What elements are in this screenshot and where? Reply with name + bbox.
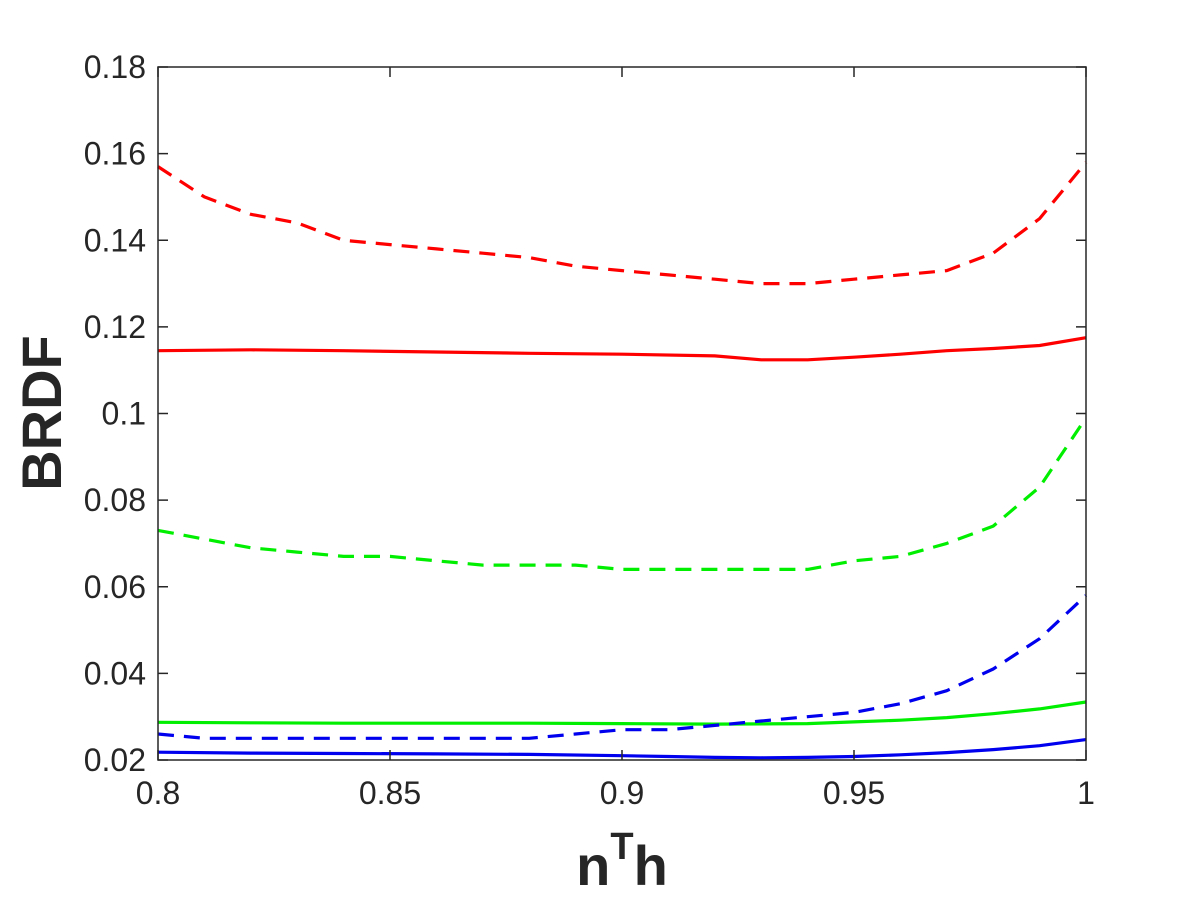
x-axis-title-superscript: T — [610, 826, 633, 868]
y-tick-label: 0.06 — [84, 569, 146, 605]
y-tick-label: 0.1 — [102, 396, 146, 432]
tick-layer: 0.8 0.85 0.9 0.95 1 0.02 0.04 0.06 0.08 0.1 0.12 0.… — [84, 49, 1095, 811]
x-axis-title-tail: h — [634, 834, 668, 897]
y-tick-label: 0.04 — [84, 655, 146, 691]
x-axis-title-base: n — [576, 834, 610, 897]
y-tick-label: 0.16 — [84, 136, 146, 172]
series-line-1-dashed — [157, 161, 1088, 286]
x-tick-label: 0.85 — [359, 775, 421, 811]
y-tick-label: 0.18 — [84, 49, 146, 85]
x-tick-label: 0.95 — [823, 775, 885, 811]
y-tick-label: 0.08 — [84, 482, 146, 518]
series-line-4-solid — [157, 700, 1087, 726]
x-axis-title: nTh — [576, 826, 668, 897]
y-tick-label: 0.02 — [84, 742, 146, 778]
y-axis-title: BRDF — [10, 335, 73, 491]
series-line-3-dashed — [157, 416, 1088, 572]
series-line-2-solid — [157, 336, 1087, 362]
x-tick-label: 0.9 — [600, 775, 644, 811]
y-tick-label: 0.14 — [84, 222, 146, 258]
series-layer — [157, 161, 1088, 760]
y-tick-label: 0.12 — [84, 309, 146, 345]
x-tick-label: 1 — [1077, 775, 1095, 811]
x-tick-label: 0.8 — [136, 775, 180, 811]
plot-frame — [157, 66, 1087, 761]
